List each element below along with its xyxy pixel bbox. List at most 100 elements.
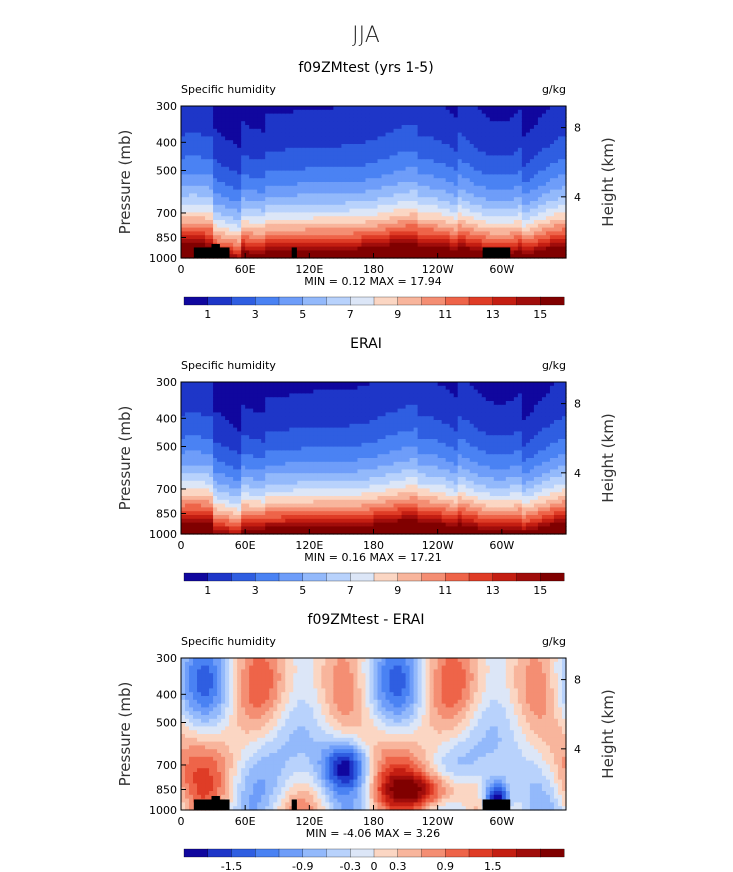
field-cell [217,511,222,516]
field-cell [417,159,423,164]
field-cell [485,159,491,164]
field-cell [325,174,330,179]
panel-title: ERAI [350,336,382,352]
field-cell [429,136,435,141]
field-cell [189,484,194,489]
field-cell [193,401,198,406]
field-cell [233,446,238,451]
field-cell [517,208,523,213]
field-cell [501,235,507,240]
field-cell [425,113,431,118]
field-cell [397,140,403,145]
field-cell [229,439,234,444]
field-cell [201,144,206,149]
field-cell [561,223,567,229]
field-cell [489,163,495,168]
field-cell [233,515,238,520]
field-cell [229,499,234,505]
field-cell [365,216,371,221]
field-cell [261,242,266,248]
field-cell [209,136,214,141]
field-cell [229,416,234,421]
field-cell [349,216,355,221]
field-cell [381,201,387,206]
field-cell [489,125,495,130]
field-cell [529,197,535,202]
field-cell [249,208,254,213]
field-cell [345,155,351,160]
field-cell [469,151,475,156]
field-cell [469,182,475,187]
field-cell [277,193,282,198]
field-cell [245,113,250,118]
field-cell [197,397,202,402]
field-cell [301,208,306,213]
field-cell [505,109,511,115]
field-cell [321,227,326,232]
field-cell [473,117,479,122]
field-cell [225,450,230,455]
field-cell [461,246,467,251]
field-cell [261,136,266,141]
terrain-mask [193,243,511,258]
field-cell [549,235,555,240]
field-cell [249,227,254,232]
field-cell [405,201,411,206]
field-cell [297,144,302,149]
field-cell [225,442,230,448]
field-cell [333,239,339,244]
field-cell [185,117,190,122]
field-cell [301,193,306,198]
field-cell [197,220,202,225]
field-cell [493,178,499,183]
field-cell [201,488,206,493]
field-cell [245,121,250,126]
field-cell [245,484,250,489]
field-cell [277,185,282,191]
field-cell [469,170,475,175]
field-cell [189,488,194,493]
field-cell [449,193,455,198]
field-cell [237,397,242,402]
field-cell [273,185,278,191]
field-cell [221,431,226,436]
field-cell [425,136,431,141]
field-cell [281,117,286,122]
field-cell [389,208,395,213]
field-cell [237,140,242,145]
field-cell [341,113,347,118]
field-cell [225,427,230,432]
field-cell [237,431,242,436]
field-cell [333,159,339,164]
field-cell [261,223,266,229]
field-cell [533,223,539,229]
field-cell [545,185,551,191]
field-cell [305,144,310,149]
field-cell [181,473,186,478]
field-cell [433,189,439,194]
field-cell [241,117,246,122]
colorbar-swatch [350,296,375,306]
field-cell [361,155,367,160]
field-cell [233,178,238,183]
field-cell [557,170,563,175]
field-cell [509,144,515,149]
terrain-block [490,247,493,258]
field-cell [193,151,198,156]
field-cell [273,393,278,398]
field-cell [229,182,234,187]
units-label: g/kg [542,359,566,372]
field-cell [445,254,451,259]
field-cell [197,507,202,512]
field-cell [477,212,483,217]
field-cell [229,201,234,206]
field-cell [205,106,210,111]
field-cell [437,193,443,198]
field-cell [249,193,254,198]
field-cell [285,151,290,156]
field-cell [361,242,367,248]
field-cell [261,496,266,501]
field-cell [389,132,395,137]
field-cell [293,216,298,221]
field-cell [545,155,551,160]
